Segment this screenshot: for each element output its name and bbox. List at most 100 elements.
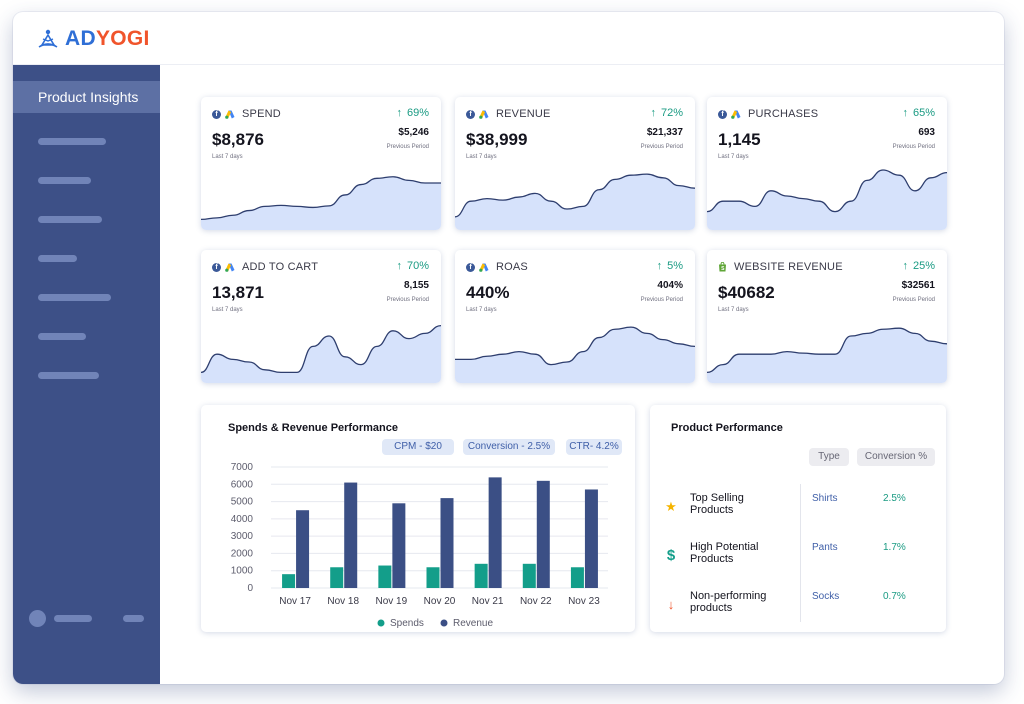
- bar-revenue: [344, 482, 358, 588]
- product-performance-card: Product Performance Type Conversion % ★ T…: [650, 405, 946, 632]
- kpi-period-label: Last 7 days: [718, 154, 749, 160]
- kpi-header: S WEBSITE REVENUE: [718, 261, 843, 273]
- sidebar-item-placeholder[interactable]: [38, 333, 86, 340]
- kpi-trend-sparkline: [455, 326, 695, 383]
- y-tick-label: 4000: [231, 514, 254, 525]
- kpi-previous-label: Previous Period: [640, 144, 683, 150]
- google-ads-icon: [225, 263, 235, 272]
- google-ads-icon: [731, 110, 741, 119]
- sidebar-item-label: Product Insights: [38, 89, 139, 105]
- bar-revenue: [584, 489, 598, 588]
- kpi-trend-sparkline: [707, 169, 947, 230]
- kpi-card-website-revenue[interactable]: S WEBSITE REVENUE ↑ 25% $40682 Last 7 days $32…: [707, 250, 947, 383]
- y-tick-label: 5000: [231, 497, 254, 508]
- bar-revenue: [440, 498, 454, 588]
- kpi-previous-label: Previous Period: [892, 144, 935, 150]
- kpi-card-spend[interactable]: f SPEND ↑ 69% $8,876 Last 7 days $5,246 Previou…: [201, 97, 441, 230]
- sidebar-item-placeholder[interactable]: [38, 177, 91, 184]
- x-tick-label: Nov 22: [520, 596, 552, 607]
- product-row-conversion: 1.7%: [883, 542, 906, 553]
- kpi-card-purchases[interactable]: f PURCHASES ↑ 65% 1,145 Last 7 days 693 Previou…: [707, 97, 947, 230]
- bar-spends: [570, 567, 584, 588]
- brand-name: ADYOGI: [65, 27, 150, 51]
- y-tick-label: 1000: [231, 566, 254, 577]
- facebook-icon: f: [466, 262, 475, 272]
- bar-revenue: [392, 503, 406, 588]
- x-tick-label: Nov 20: [424, 596, 456, 607]
- legend-label: Spends: [390, 618, 424, 629]
- kpi-change-value: 25%: [912, 260, 935, 272]
- kpi-trend-sparkline: [707, 327, 947, 383]
- sidebar: Product Insights: [13, 65, 160, 684]
- x-tick-label: Nov 19: [376, 596, 408, 607]
- kpi-previous-label: Previous Period: [640, 297, 683, 303]
- dollar-icon: $: [666, 547, 676, 564]
- kpi-change: ↑ 70%: [396, 260, 429, 272]
- legend-marker: [440, 619, 448, 627]
- kpi-header: f REVENUE: [466, 108, 551, 120]
- kpi-previous-label: Previous Period: [386, 297, 429, 303]
- sidebar-item-placeholder[interactable]: [38, 216, 102, 223]
- product-row[interactable]: ↓ Non-performing products Socks 0.7%: [650, 590, 946, 632]
- kpi-period-label: Last 7 days: [212, 307, 243, 313]
- legend-label: Revenue: [453, 618, 493, 629]
- kpi-title: PURCHASES: [748, 108, 819, 120]
- kpi-previous-label: Previous Period: [892, 297, 935, 303]
- kpi-card-roas[interactable]: f ROAS ↑ 5% 440% Last 7 days 404% Previous Peri…: [455, 250, 695, 383]
- cpm-pill: CPM - $20: [382, 439, 454, 455]
- facebook-icon: f: [212, 109, 221, 119]
- kpi-change-value: 5%: [667, 260, 683, 272]
- user-menu-placeholder[interactable]: [123, 615, 144, 622]
- product-performance-title: Product Performance: [671, 422, 783, 434]
- kpi-change: ↑ 69%: [396, 107, 429, 119]
- kpi-card-revenue[interactable]: f REVENUE ↑ 72% $38,999 Last 7 days $21,337 Pre…: [455, 97, 695, 230]
- google-ads-icon: [479, 110, 489, 119]
- product-row-type: Socks: [812, 591, 840, 602]
- sidebar-item-placeholder[interactable]: [38, 138, 106, 145]
- kpi-change: ↑ 5%: [657, 260, 683, 272]
- brand-name-part1: AD: [65, 27, 96, 50]
- bar-spends: [282, 574, 296, 588]
- top-bar: ADYOGI: [13, 12, 1004, 65]
- app-window: ADYOGI Product Insights Spends & Revenue…: [13, 12, 1004, 684]
- logo[interactable]: ADYOGI: [37, 27, 150, 51]
- facebook-icon: f: [466, 109, 475, 119]
- kpi-header: f ROAS: [466, 261, 528, 273]
- sparkline-line: [455, 326, 695, 366]
- sidebar-item-placeholder[interactable]: [38, 372, 99, 379]
- sparkline-area: [201, 325, 441, 383]
- kpi-trend-sparkline: [455, 173, 695, 230]
- user-name-placeholder[interactable]: [54, 615, 92, 622]
- kpi-title: WEBSITE REVENUE: [734, 261, 843, 273]
- type-header: Type: [809, 448, 849, 466]
- bar-revenue: [296, 510, 310, 588]
- user-avatar[interactable]: [29, 610, 46, 627]
- kpi-previous-value: $32561: [901, 280, 935, 291]
- bar-spends: [426, 567, 440, 588]
- kpi-card-add-to-cart[interactable]: f ADD TO CART ↑ 70% 13,871 Last 7 days 8,155 Pr…: [201, 250, 441, 383]
- product-row[interactable]: ★ Top Selling Products Shirts 2.5%: [650, 492, 946, 538]
- facebook-icon: f: [718, 109, 727, 119]
- sparkline-area: [707, 328, 947, 383]
- y-tick-label: 3000: [231, 531, 254, 542]
- star-icon: ★: [665, 499, 677, 514]
- kpi-change: ↑ 25%: [902, 260, 935, 272]
- kpi-previous-label: Previous Period: [386, 144, 429, 150]
- kpi-period-label: Last 7 days: [466, 307, 497, 313]
- kpi-trend-sparkline: [201, 176, 441, 230]
- product-row-type: Pants: [812, 542, 838, 553]
- arrow-up-icon: ↑: [656, 260, 663, 272]
- product-row-label: Top Selling Products: [690, 492, 744, 516]
- arrow-up-icon: ↑: [396, 107, 402, 119]
- spends-revenue-chart-card: Spends & Revenue Performance CPM - $20 C…: [201, 405, 635, 632]
- product-row[interactable]: $ High Potential Products Pants 1.7%: [650, 541, 946, 587]
- sidebar-item-product-insights[interactable]: Product Insights: [13, 81, 160, 113]
- legend-marker: [377, 619, 385, 627]
- sparkline-area: [707, 170, 947, 230]
- kpi-value: $40682: [718, 283, 775, 302]
- svg-text:S: S: [721, 266, 725, 272]
- sidebar-item-placeholder[interactable]: [38, 294, 111, 301]
- product-row-label: High Potential Products: [690, 541, 759, 565]
- sidebar-item-placeholder[interactable]: [38, 255, 77, 262]
- arrow-up-icon: ↑: [396, 260, 402, 272]
